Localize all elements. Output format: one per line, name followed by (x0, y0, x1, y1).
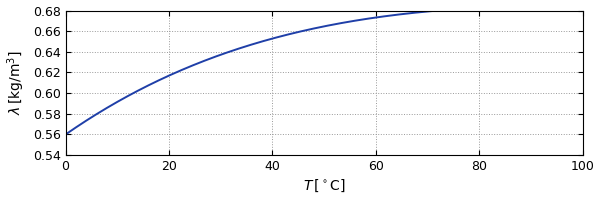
X-axis label: $T\,[{^\circ\mathrm{C}}]$: $T\,[{^\circ\mathrm{C}}]$ (303, 178, 346, 194)
Y-axis label: $\lambda\,[\mathrm{kg/m^3}]$: $\lambda\,[\mathrm{kg/m^3}]$ (5, 50, 27, 115)
